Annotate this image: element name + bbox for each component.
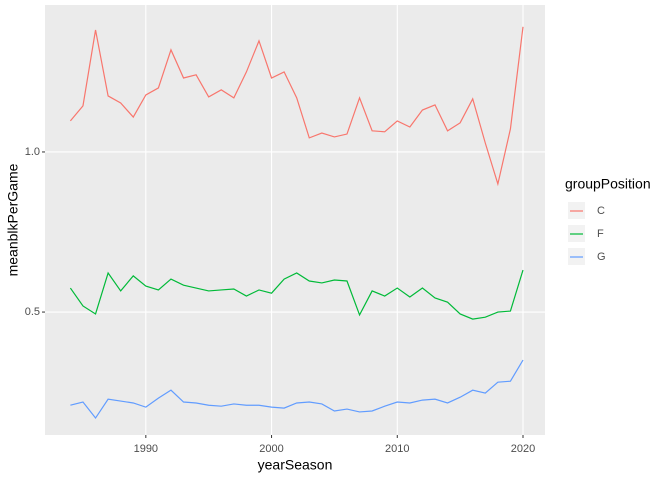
x-axis-title: yearSeason [258, 457, 333, 473]
series-line [69, 26, 524, 187]
y-tick-label: 0.5 [25, 306, 40, 318]
x-tick-label: 1990 [134, 443, 158, 455]
legend-title: groupPosition [565, 176, 651, 192]
x-tick-label: 2000 [259, 443, 283, 455]
panel [45, 5, 545, 435]
x-tick-label: 2020 [511, 443, 535, 455]
series-line [70, 359, 524, 420]
y-tick-label: 1.0 [25, 146, 40, 158]
legend-label: F [597, 228, 604, 240]
x-tick-label: 2010 [385, 443, 409, 455]
series-line [69, 269, 524, 320]
y-axis-title: meanblkPerGame [5, 163, 21, 276]
legend-label: C [597, 205, 605, 217]
legend-label: G [597, 251, 606, 263]
